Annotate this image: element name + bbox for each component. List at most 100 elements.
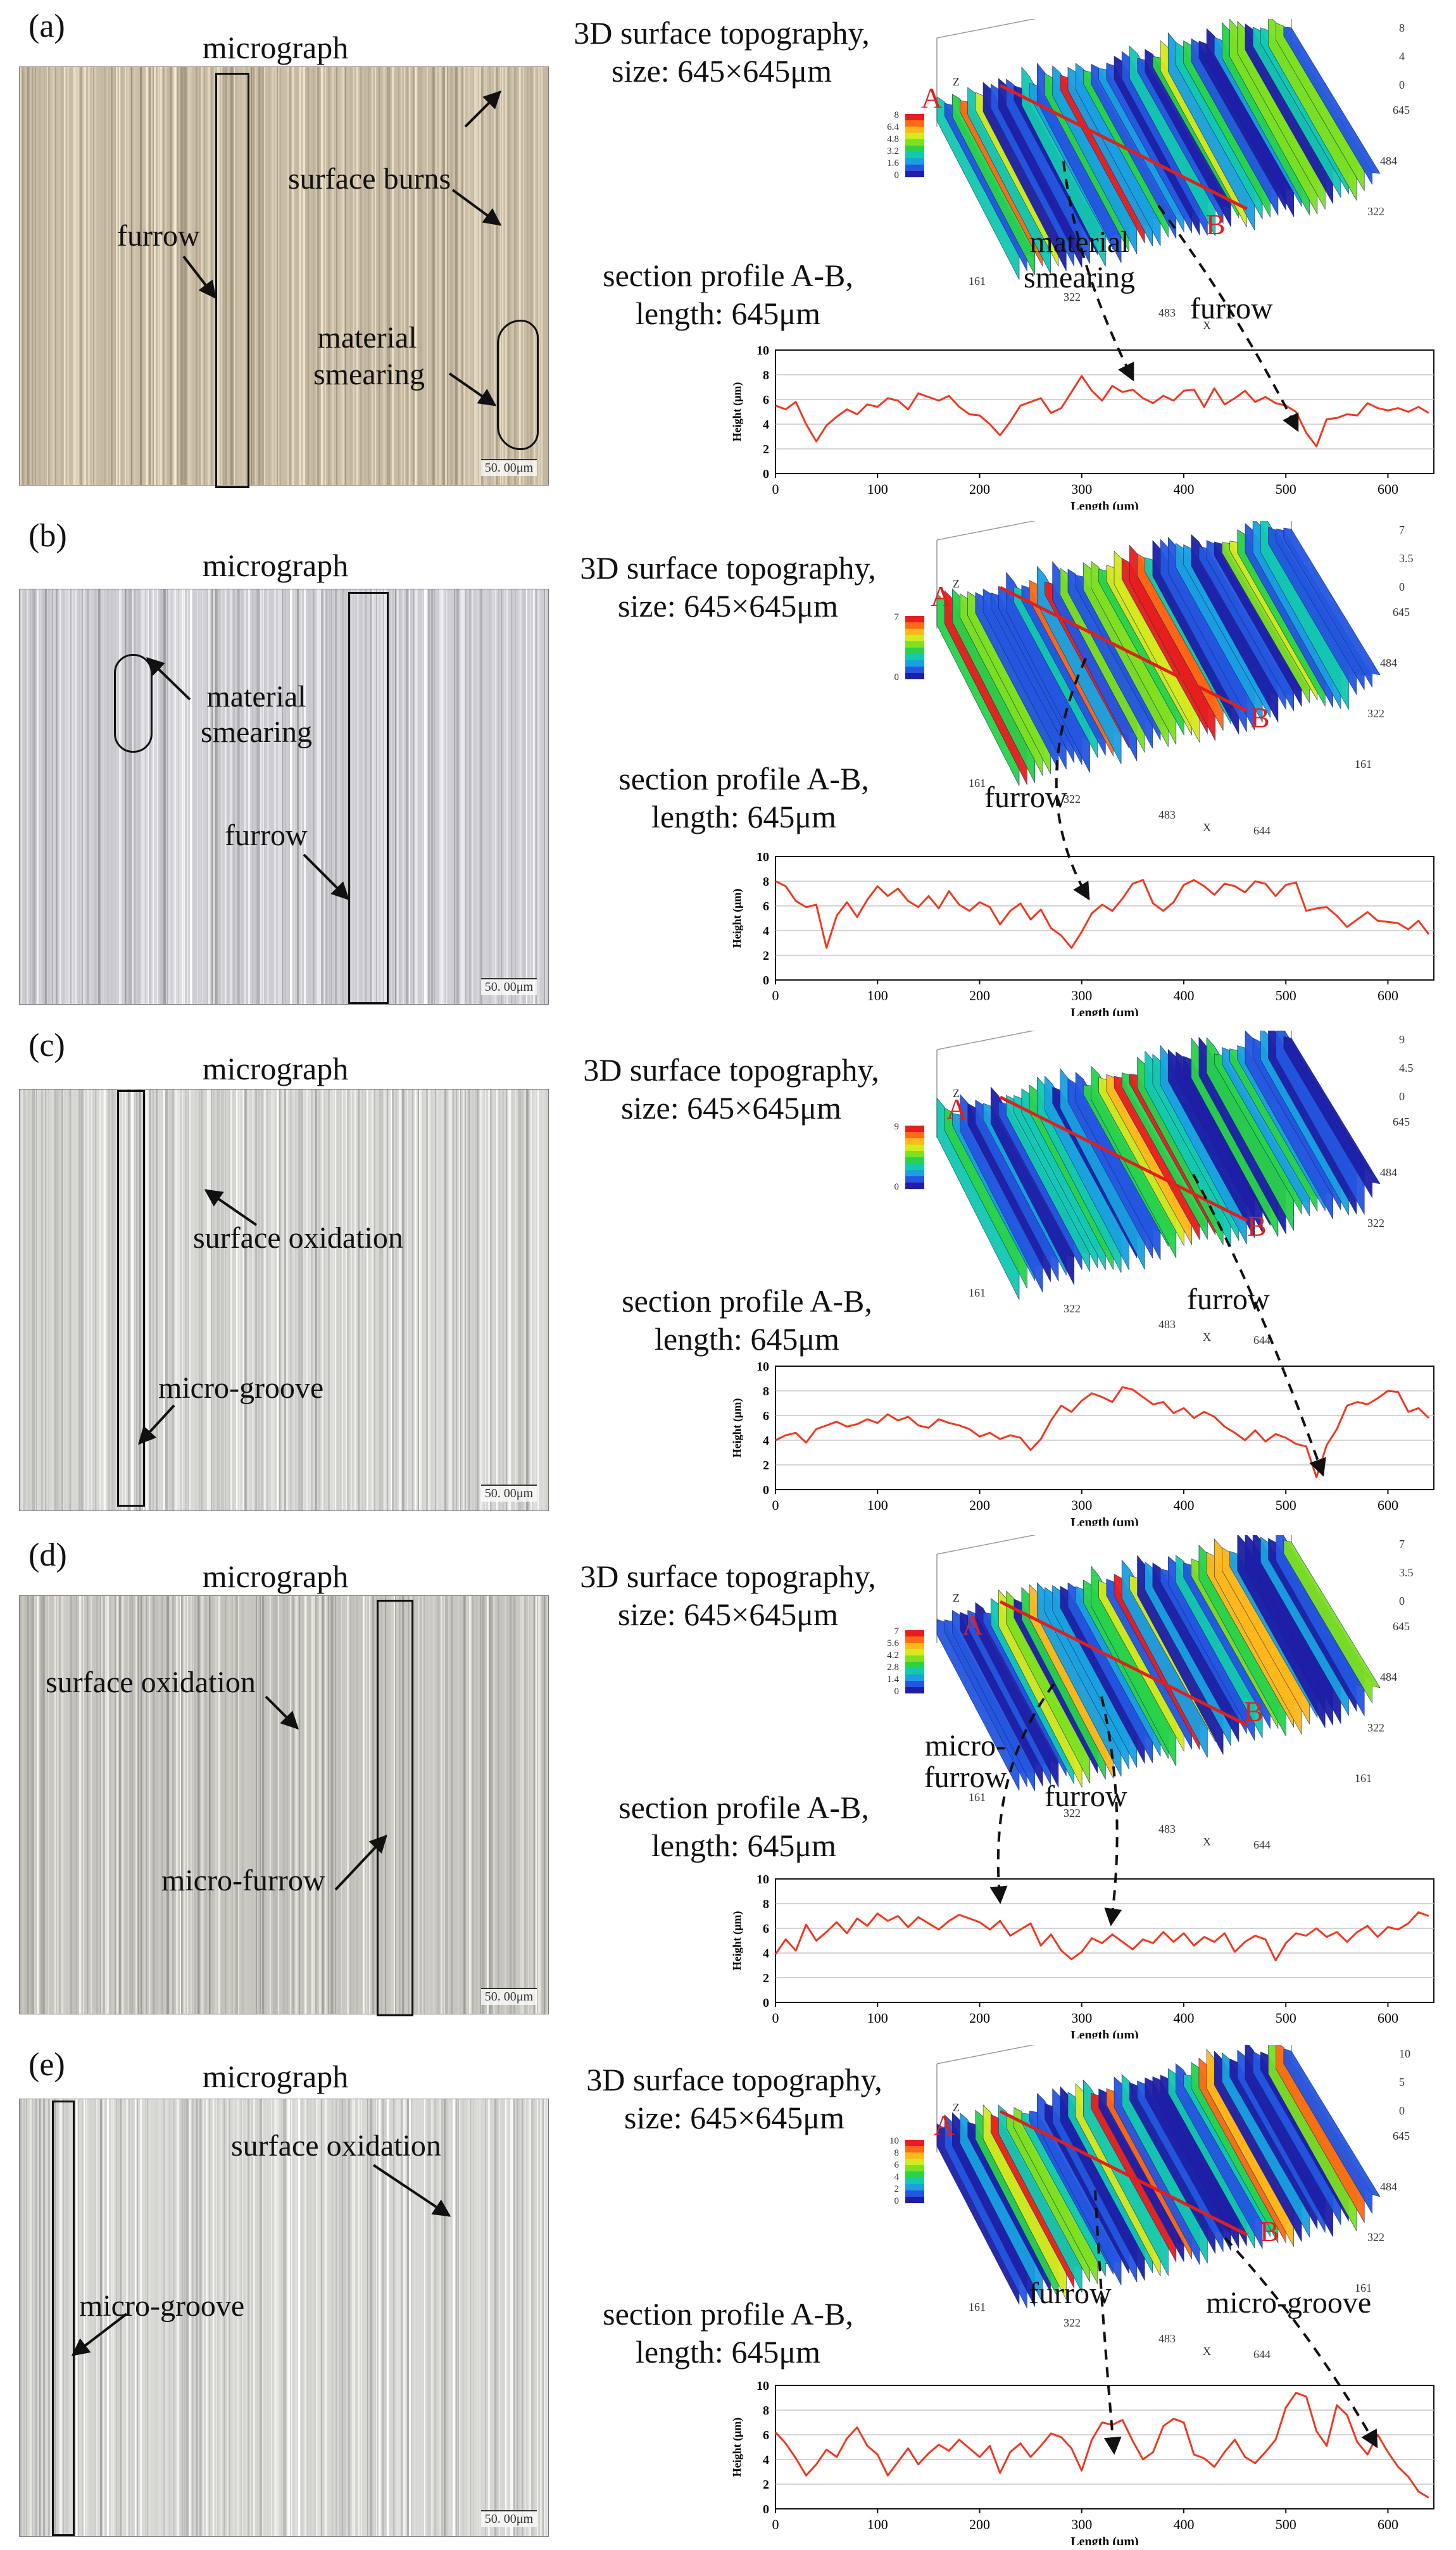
micrograph-streak (356, 67, 359, 485)
micrograph-streak (241, 589, 244, 1004)
micrograph-streak (527, 67, 529, 485)
micrograph-streak (348, 67, 349, 485)
micrograph-streak (384, 589, 387, 1004)
micrograph-streak (409, 67, 411, 485)
micrograph-streak (125, 1090, 127, 1511)
micrograph-streak (531, 2099, 534, 2536)
micrograph-streak (425, 67, 428, 485)
micrograph-streak (70, 589, 72, 1004)
micrograph-streak (223, 589, 225, 1004)
micrograph-streak (119, 1596, 122, 2014)
micrograph-streak (20, 589, 22, 1004)
y-tick-label: 10 (756, 1874, 769, 1887)
colorbar-swatch (905, 2146, 924, 2152)
micrograph-title: micrograph (202, 548, 349, 583)
micrograph-streak (377, 2099, 379, 2536)
micrograph-streak (460, 1596, 461, 2014)
micrograph-streak (405, 1596, 407, 2014)
micrograph-streak (218, 589, 221, 1004)
micrograph-streak (263, 589, 265, 1004)
topography-title: 3D surface topography, size: 645×645μm (554, 1051, 908, 1127)
micrograph-streak (34, 1090, 35, 1511)
annotation-furrow: furrow (225, 819, 308, 852)
micrograph-streak (543, 2099, 544, 2536)
micrograph-streak (307, 2099, 309, 2536)
micrograph-streak (248, 1596, 251, 2014)
micrograph-streak (479, 589, 482, 1004)
micrograph-streak (167, 67, 169, 485)
micrograph-streak (360, 67, 362, 485)
micrograph-streak (315, 1090, 317, 1511)
micrograph-streak (223, 1090, 225, 1511)
colorbar-swatch (905, 152, 924, 158)
micrograph-streak (278, 67, 279, 485)
micrograph-streak (415, 67, 417, 485)
topography-title-line1: 3D surface topography, (586, 2062, 882, 2097)
micrograph-streak (74, 67, 77, 485)
micrograph-streak (378, 1090, 379, 1511)
x-tick-label: 400 (1173, 2516, 1194, 2532)
point-b-label: B (1244, 1695, 1264, 1728)
micrograph-streak (328, 1090, 330, 1511)
x-axis-letter: X (1203, 2345, 1211, 2358)
micrograph-streak (267, 1090, 268, 1511)
micrograph-streak (222, 1596, 224, 2014)
surface-box (936, 2045, 1381, 2309)
colorbar-swatch (905, 622, 924, 629)
micrograph-streak (439, 2099, 442, 2536)
micrograph-streak (31, 1596, 32, 2014)
micrograph-streak (427, 67, 429, 485)
x-tick-label: 400 (1173, 481, 1194, 497)
colorbar-tick: 2.8 (887, 1662, 899, 1673)
y-tick-label: 6 (763, 1922, 769, 1936)
micrograph-streak (30, 589, 32, 1004)
micrograph-streak (170, 1596, 172, 2014)
micrograph-streak (229, 1596, 230, 2014)
micrograph-streak (529, 2099, 531, 2536)
micrograph-streak (80, 1090, 82, 1511)
micrograph-streak (365, 589, 367, 1004)
micrograph-streak (396, 2099, 399, 2536)
micrograph-streak (216, 1090, 218, 1511)
micrograph-streak (335, 589, 337, 1004)
micrograph-streak (512, 1090, 515, 1511)
micrograph-streak (94, 1596, 96, 2014)
colorbar-tick: 1.6 (887, 158, 899, 168)
micrograph-streak (467, 1596, 469, 2014)
micrograph-streak (467, 67, 469, 485)
micrograph-streak (385, 2099, 387, 2536)
x-axis-letter: X (1203, 319, 1211, 332)
micrograph-streak (22, 67, 25, 485)
micrograph-streak (410, 1596, 412, 2014)
micrograph-streak (384, 1090, 386, 1511)
micrograph-streak (330, 1596, 332, 2014)
colorbar-swatch (905, 635, 924, 641)
micrograph-streak (468, 67, 470, 485)
z-axis-letter: Z (953, 75, 960, 88)
micrograph-streak (225, 67, 227, 485)
micrograph-streak (185, 67, 187, 485)
topography-title-line2: size: 645×645μm (620, 1090, 842, 1126)
micrograph-streak (389, 1596, 391, 2014)
micrograph-streak (496, 2099, 499, 2536)
micrograph-streak (151, 67, 153, 485)
micrograph-streak (480, 589, 482, 1004)
colorbar-swatch (905, 654, 924, 660)
micrograph-streak (237, 2099, 239, 2536)
micrograph-streak (145, 2099, 146, 2536)
micrograph-streak (177, 67, 179, 485)
micrograph-streak (543, 67, 545, 485)
micrograph-streak (103, 1596, 104, 2014)
y-tick-label: 8 (763, 368, 769, 382)
micrograph-streak (516, 67, 517, 485)
annotation-furrow: furrow (117, 219, 200, 253)
micrograph-streak (135, 2099, 137, 2536)
micrograph-streak (180, 2099, 183, 2536)
micrograph-streak (546, 1090, 548, 1511)
micrograph-streak (482, 1596, 484, 2014)
micrograph-streak (306, 67, 308, 485)
micrograph-streak (230, 1090, 232, 1511)
colorbar-swatch (905, 2197, 924, 2203)
dashed-arrow-furrow (1157, 204, 1299, 432)
